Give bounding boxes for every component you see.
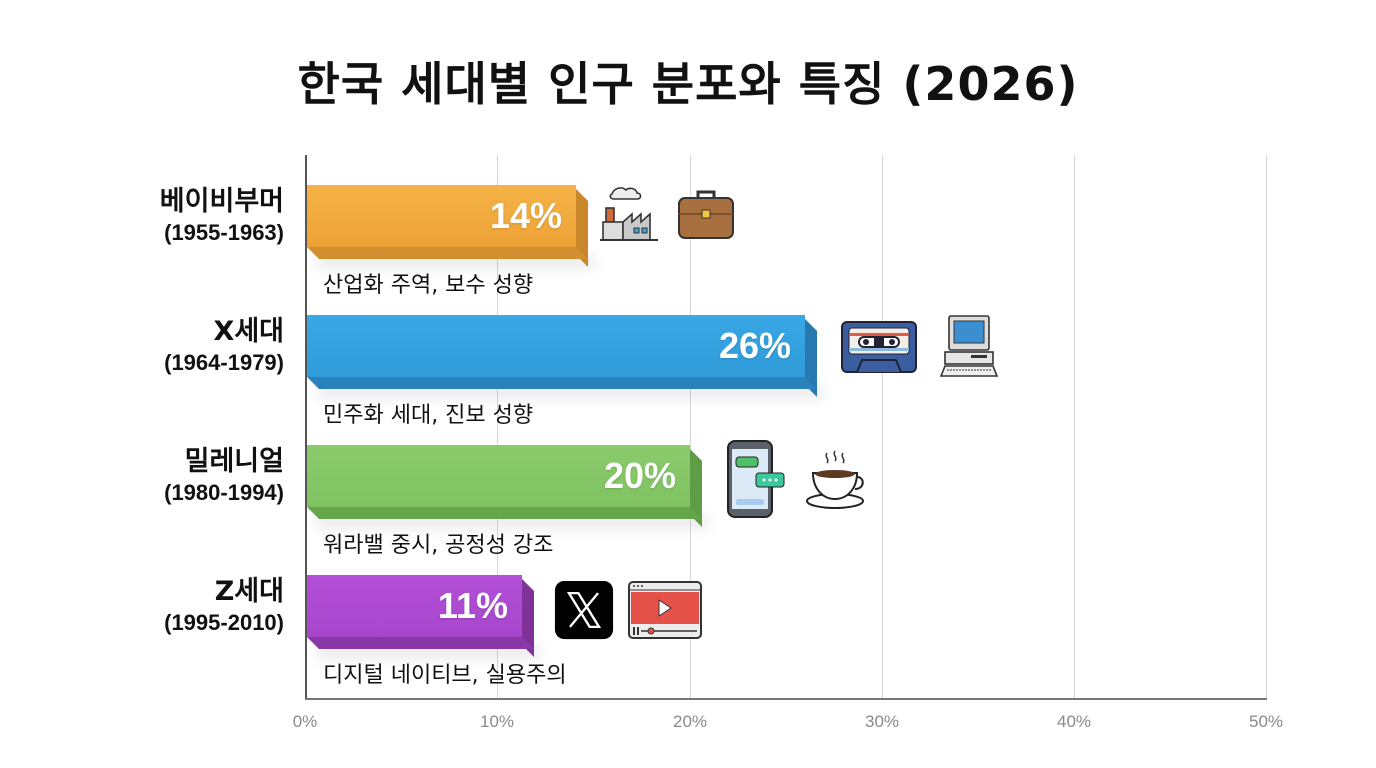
gridline-40 bbox=[1074, 155, 1075, 700]
x-tick: 30% bbox=[864, 712, 900, 731]
category-years: (1964-1979) bbox=[164, 350, 284, 375]
bar-millennial: 20% bbox=[307, 445, 708, 529]
bar-value-label: 14% bbox=[489, 195, 562, 236]
category-label-genx: X세대 (1964-1979) bbox=[164, 316, 284, 378]
retro-computer-icon bbox=[939, 315, 999, 377]
category-description: 워라밸 중시, 공정성 강조 bbox=[323, 533, 554, 558]
bar-genz: 11% bbox=[307, 575, 540, 659]
icon-group-genz bbox=[554, 580, 704, 640]
icon-group-millennial bbox=[724, 438, 870, 520]
category-label-genz: Z세대 (1995-2010) bbox=[164, 576, 284, 638]
cassette-tape-icon bbox=[841, 321, 917, 373]
bar-value-label: 11% bbox=[437, 585, 508, 626]
icon-group-boomer bbox=[598, 182, 738, 246]
factory-icon bbox=[600, 187, 658, 241]
briefcase-icon bbox=[678, 190, 734, 239]
gridline-30 bbox=[882, 155, 883, 700]
category-name: 밀레니얼 bbox=[184, 446, 284, 477]
bar-boomer: 14% bbox=[307, 185, 594, 269]
coffee-cup-icon bbox=[806, 450, 864, 509]
gridline-50 bbox=[1266, 155, 1267, 700]
icon-group-genx bbox=[838, 314, 1006, 378]
x-tick: 50% bbox=[1248, 712, 1284, 731]
category-label-millennial: 밀레니얼 (1980-1994) bbox=[164, 446, 284, 508]
category-name: X세대 bbox=[213, 316, 285, 347]
category-description: 디지털 네이티브, 실용주의 bbox=[323, 663, 567, 688]
category-name: Z세대 bbox=[214, 576, 284, 607]
x-axis-line bbox=[305, 698, 1267, 700]
bar-genx: 26% bbox=[307, 315, 823, 399]
x-tick: 0% bbox=[292, 712, 318, 731]
category-years: (1955-1963) bbox=[164, 220, 284, 245]
x-tick: 20% bbox=[672, 712, 708, 731]
x-tick: 40% bbox=[1056, 712, 1092, 731]
smartphone-chat-icon bbox=[727, 440, 785, 518]
plot-area bbox=[305, 155, 1267, 700]
gridline-20 bbox=[690, 155, 691, 700]
x-tick: 10% bbox=[479, 712, 515, 731]
x-logo-icon bbox=[554, 580, 614, 640]
bar-value-label: 20% bbox=[603, 455, 676, 496]
category-name: 베이비부머 bbox=[159, 186, 284, 217]
bar-value-label: 26% bbox=[718, 325, 791, 366]
category-years: (1980-1994) bbox=[164, 480, 284, 505]
category-years: (1995-2010) bbox=[164, 610, 284, 635]
category-label-boomer: 베이비부머 (1955-1963) bbox=[160, 186, 284, 248]
video-player-icon bbox=[628, 581, 702, 639]
category-description: 산업화 주역, 보수 성향 bbox=[323, 273, 534, 298]
chart-title: 한국 세대별 인구 분포와 특징 (2026) bbox=[297, 57, 1079, 111]
gridline-10 bbox=[497, 155, 498, 700]
y-axis-line bbox=[305, 155, 307, 700]
category-description: 민주화 세대, 진보 성향 bbox=[323, 403, 534, 428]
